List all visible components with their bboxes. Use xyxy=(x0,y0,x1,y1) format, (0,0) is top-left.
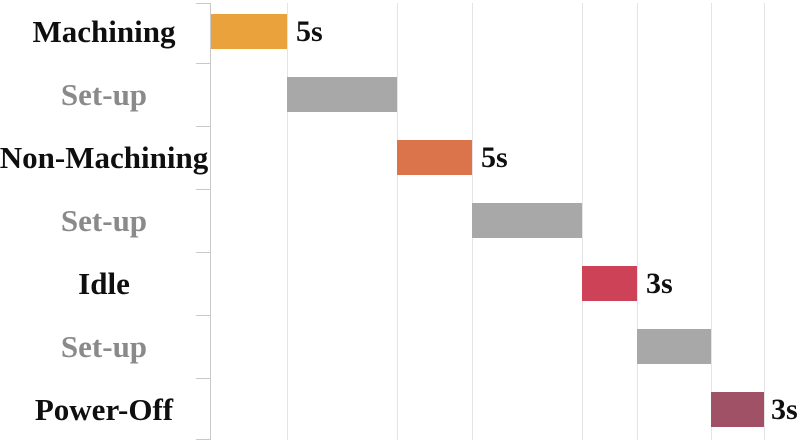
axis-tick xyxy=(196,126,211,127)
y-axis-line xyxy=(210,3,211,440)
category-label-non-machining: Non-Machining xyxy=(0,140,209,175)
gridline xyxy=(287,3,288,440)
duration-label-power-off: 3s xyxy=(771,392,798,426)
axis-tick xyxy=(196,378,211,379)
gridline xyxy=(397,3,398,440)
category-label-machining: Machining xyxy=(32,14,176,49)
bar-setup-2 xyxy=(472,203,582,238)
axis-tick xyxy=(196,3,211,4)
gridline xyxy=(637,3,638,440)
bar-idle xyxy=(582,266,637,301)
duration-label-idle: 3s xyxy=(646,266,673,300)
bar-machining xyxy=(211,14,287,49)
gridline xyxy=(582,3,583,440)
category-label-idle: Idle xyxy=(78,266,130,301)
gridline xyxy=(764,3,765,440)
bar-setup-3 xyxy=(637,329,711,364)
axis-tick xyxy=(196,439,211,440)
category-label-setup-3: Set-up xyxy=(60,329,148,364)
axis-tick xyxy=(196,252,211,253)
category-label-setup-2: Set-up xyxy=(60,203,148,238)
bar-non-machining xyxy=(397,140,472,175)
bar-setup-1 xyxy=(287,77,397,112)
category-label-power-off: Power-Off xyxy=(34,392,174,427)
axis-tick xyxy=(196,63,211,64)
category-label-setup-1: Set-up xyxy=(60,77,148,112)
gridline xyxy=(711,3,712,440)
axis-tick xyxy=(196,189,211,190)
bar-power-off xyxy=(711,392,764,427)
duration-label-machining: 5s xyxy=(296,14,323,48)
duration-label-non-machining: 5s xyxy=(481,140,508,174)
axis-tick xyxy=(196,315,211,316)
